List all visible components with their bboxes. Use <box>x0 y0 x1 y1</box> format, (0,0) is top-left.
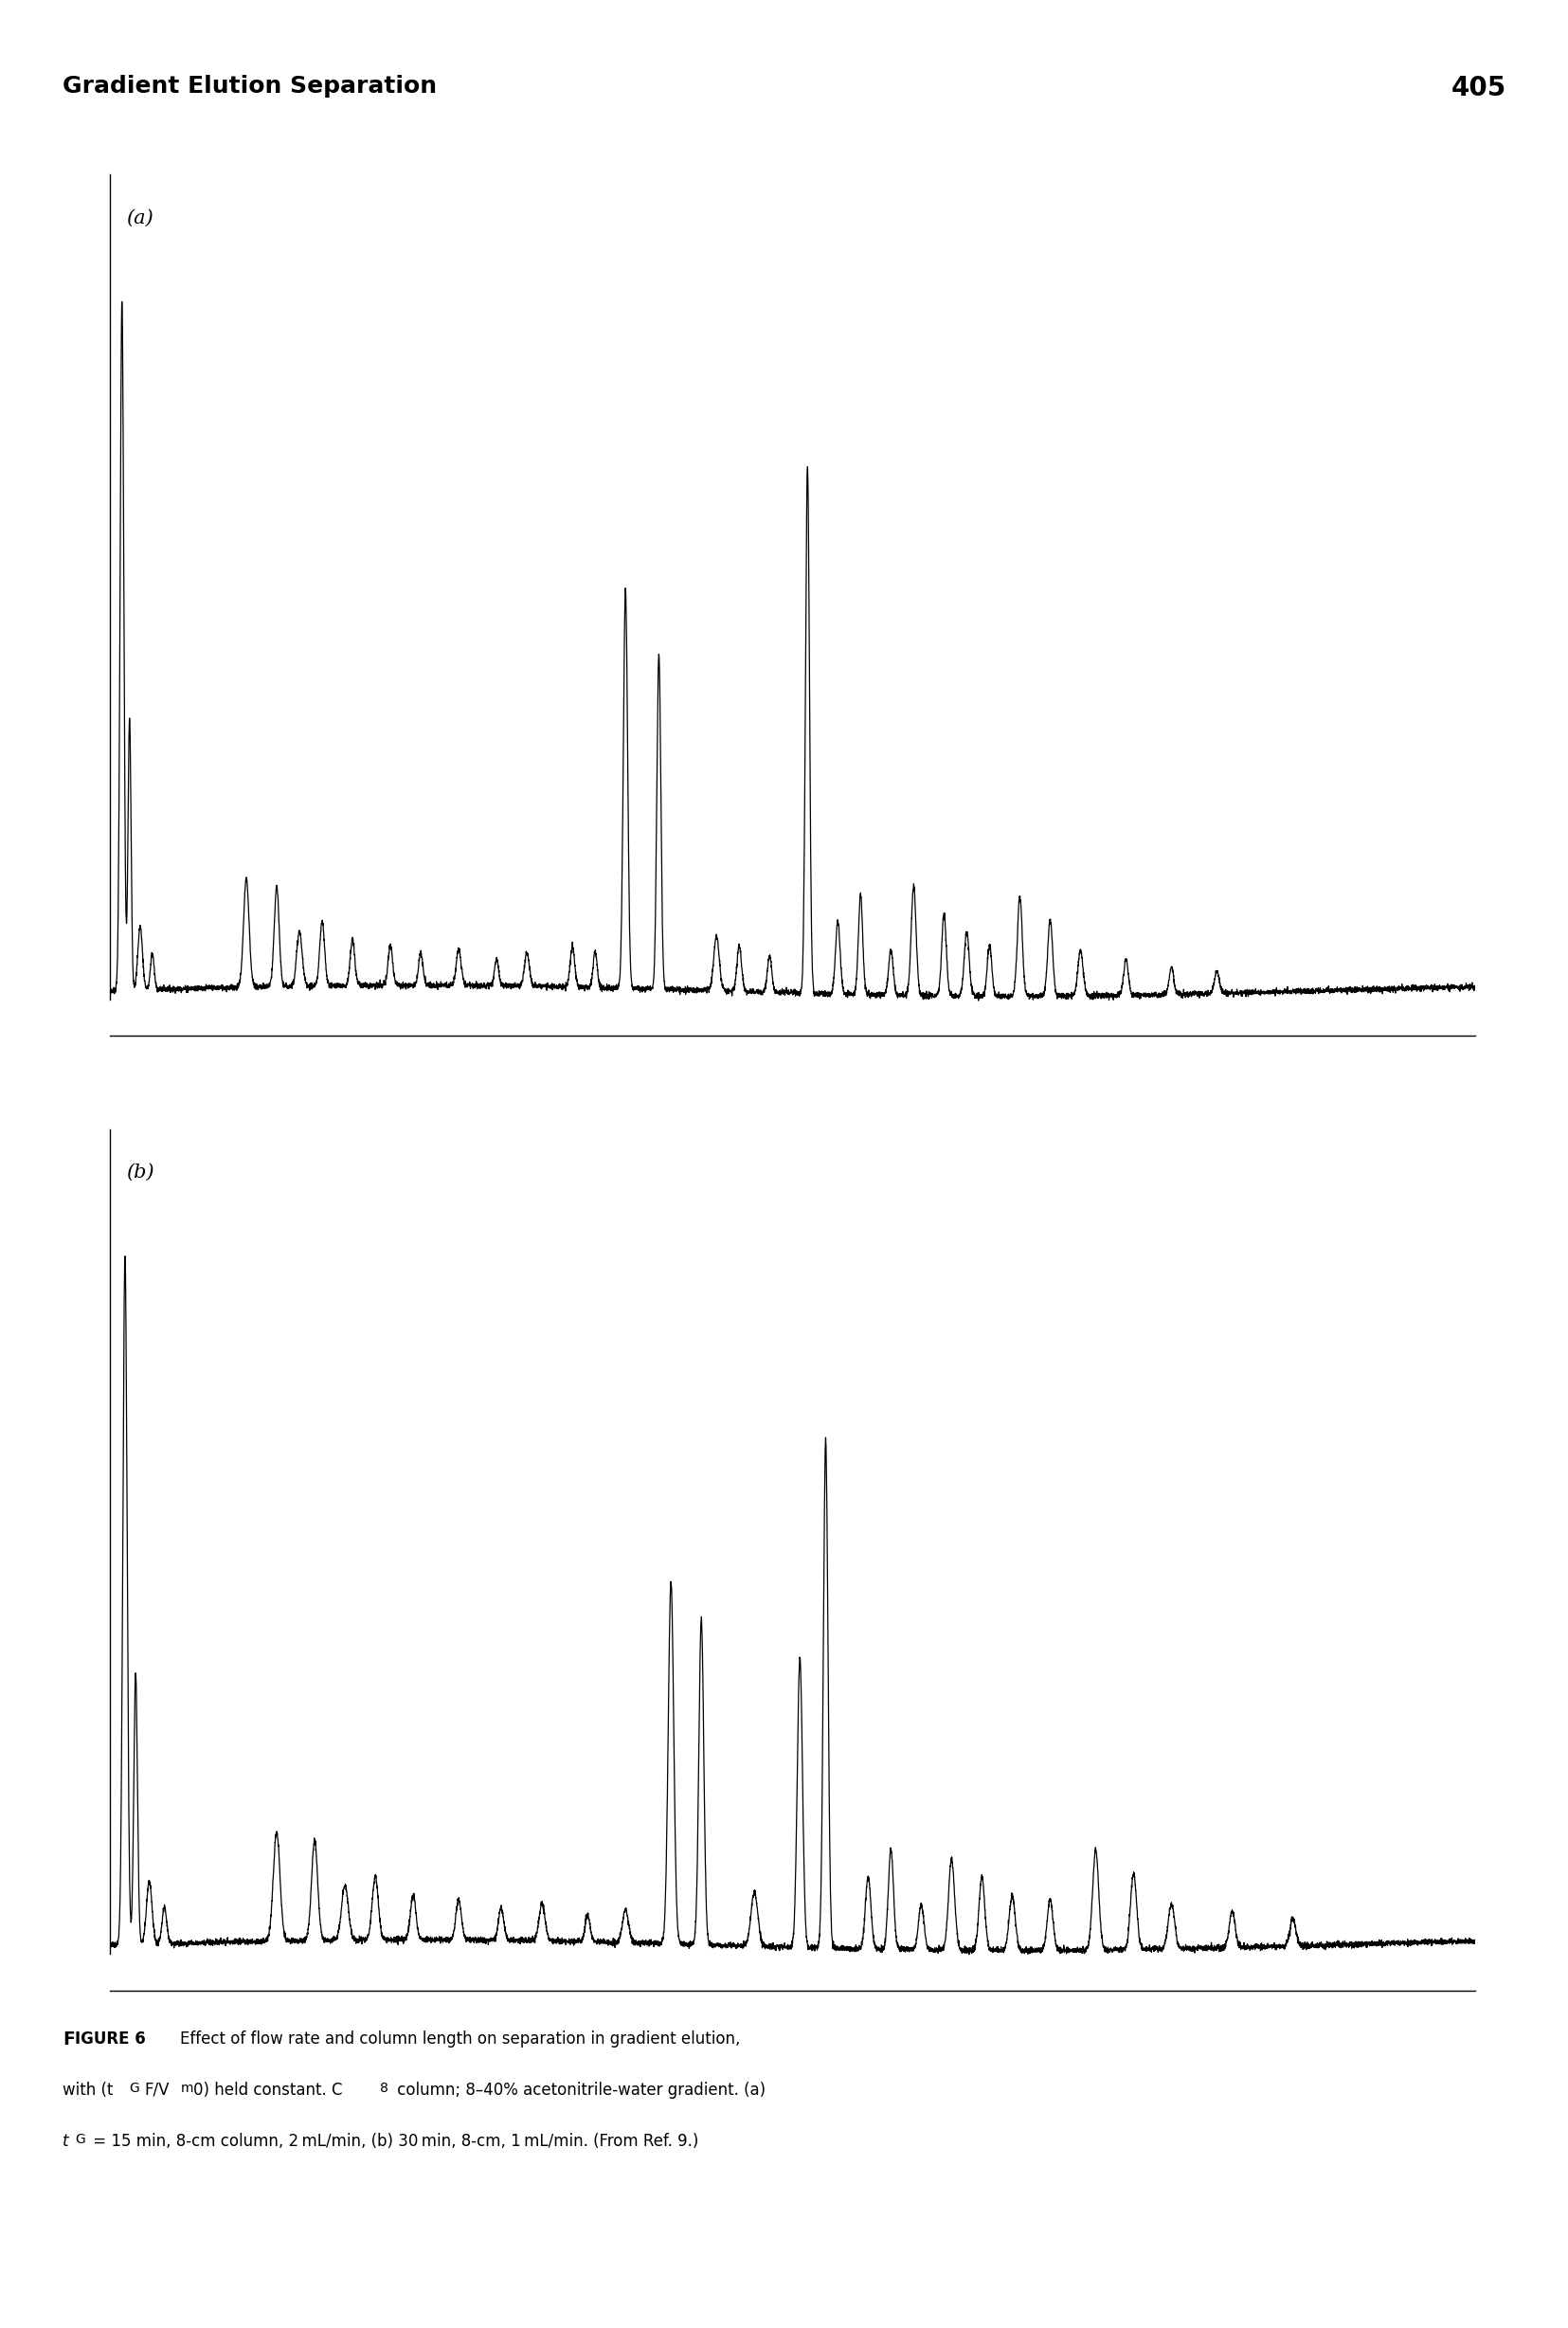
Text: with (t: with (t <box>63 2081 113 2098</box>
Text: 405: 405 <box>1450 74 1505 100</box>
Text: Effect of flow rate and column length on separation in gradient elution,: Effect of flow rate and column length on… <box>180 2030 740 2046</box>
Text: G: G <box>129 2081 138 2095</box>
Text: F: F <box>63 2030 75 2049</box>
Text: Gradient Elution Separation: Gradient Elution Separation <box>63 74 437 98</box>
Text: 0) held constant. C: 0) held constant. C <box>193 2081 342 2098</box>
Text: (b): (b) <box>125 1164 154 1183</box>
Text: G: G <box>75 2132 85 2146</box>
Text: F/V: F/V <box>144 2081 169 2098</box>
Text: (a): (a) <box>125 210 154 228</box>
Text: column; 8–40% acetonitrile-water gradient. (a): column; 8–40% acetonitrile-water gradien… <box>392 2081 765 2098</box>
Text: = 15 min, 8-cm column, 2 mL/min, (b) 30 min, 8-cm, 1 mL/min. (From Ref. 9.): = 15 min, 8-cm column, 2 mL/min, (b) 30 … <box>88 2132 698 2149</box>
Text: m: m <box>180 2081 193 2095</box>
Text: 8: 8 <box>379 2081 387 2095</box>
Text: IGURE 6: IGURE 6 <box>75 2030 146 2046</box>
Text: t: t <box>63 2132 69 2149</box>
